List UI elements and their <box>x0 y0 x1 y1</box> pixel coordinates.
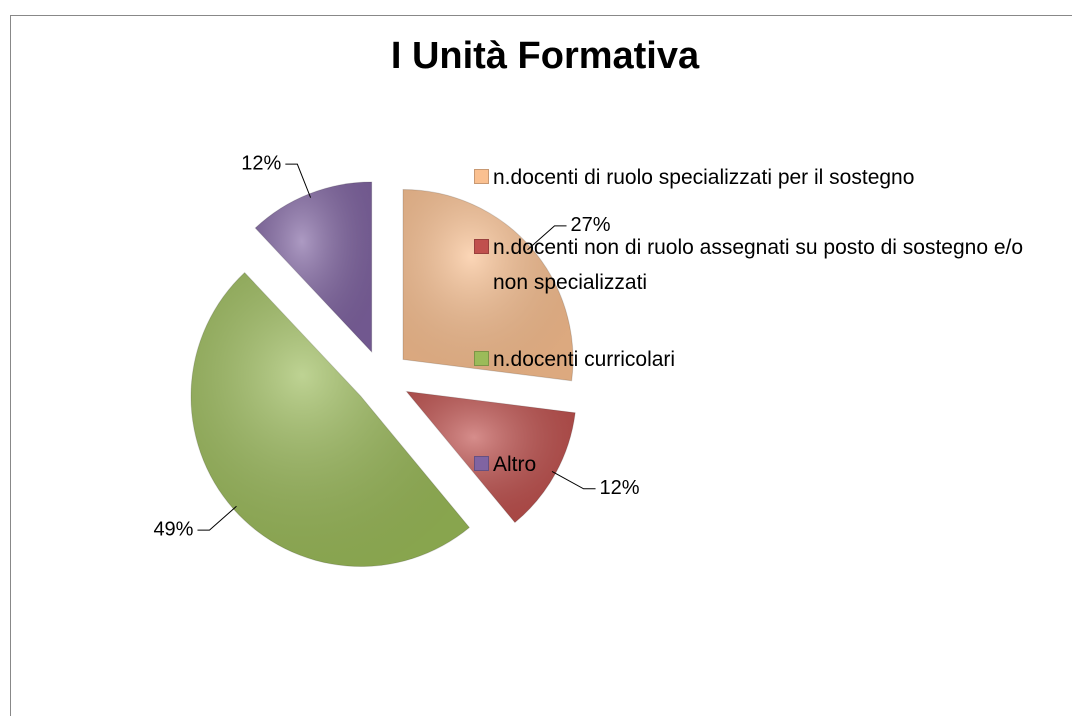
leader-line <box>551 471 596 490</box>
legend-label: n.docenti di ruolo specializzati per il … <box>493 166 915 189</box>
data-label: 49% <box>153 518 193 540</box>
legend: n.docenti di ruolo specializzati per il … <box>474 160 1072 500</box>
legend-item: n.docenti di ruolo specializzati per il … <box>474 160 1072 195</box>
data-label: 12% <box>600 477 640 499</box>
data-label: 12% <box>241 152 281 174</box>
legend-swatch <box>474 456 489 471</box>
leader-line <box>527 225 567 251</box>
legend-item: n.docenti non di ruolo assegnati su post… <box>474 230 1072 300</box>
chart-title: I Unità Formativa <box>391 35 700 77</box>
legend-label: n.docenti non di ruolo assegnati su post… <box>493 236 1024 294</box>
chart-frame <box>10 15 1072 716</box>
page: I Unità Formativa 27% 12% 49% 12% n.docenti… <box>10 15 1072 716</box>
legend-swatch <box>474 239 489 254</box>
legend-label: n.docenti curricolari <box>493 348 676 371</box>
legend-swatch <box>474 169 489 184</box>
data-label: 27% <box>571 214 611 236</box>
leader-line <box>197 505 237 531</box>
legend-swatch <box>474 351 489 366</box>
legend-label: Altro <box>493 453 537 476</box>
legend-item: n.docenti curricolari <box>474 342 1072 377</box>
legend-item: Altro <box>474 447 1072 482</box>
leader-line <box>285 163 312 198</box>
